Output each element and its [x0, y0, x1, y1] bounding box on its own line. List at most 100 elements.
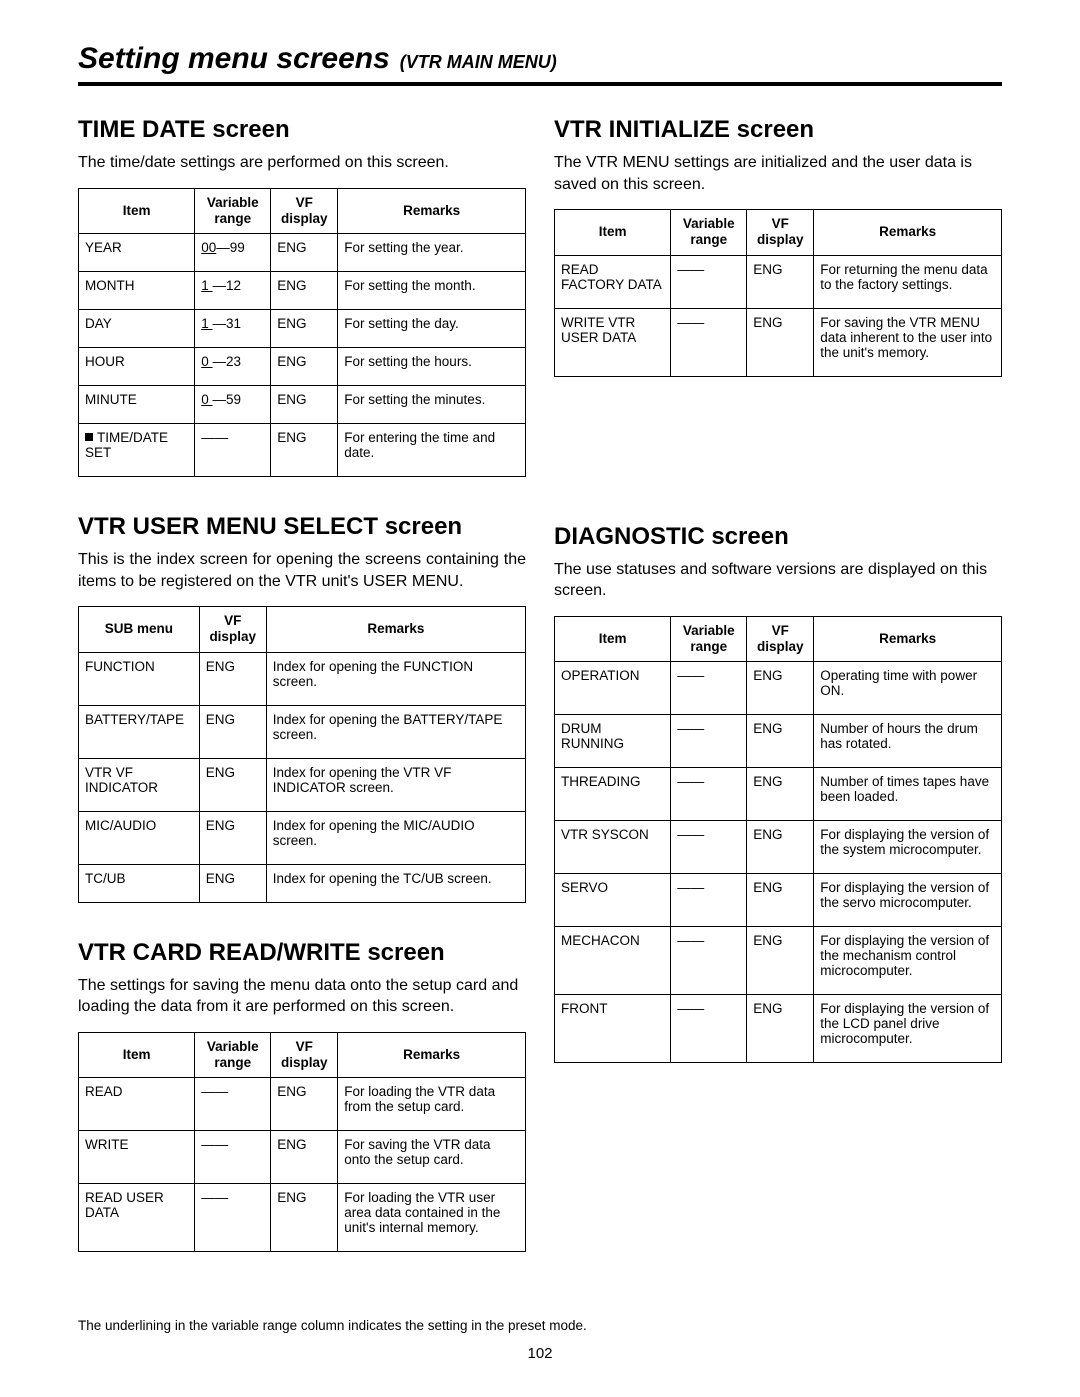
cell-item: TIME/DATE SET: [79, 423, 195, 476]
cell-vf: ENG: [271, 385, 338, 423]
th-range: Variablerange: [195, 188, 271, 233]
desc-diagnostic: The use statuses and software versions a…: [554, 559, 1002, 602]
cell-remarks: Index for opening the BATTERY/TAPE scree…: [266, 705, 525, 758]
tbody-time-date: YEAR00—99ENGFor setting the year.MONTH1 …: [79, 233, 526, 476]
cell-item: WRITE: [79, 1131, 195, 1184]
heading-card-rw: VTR CARD READ/WRITE screen: [78, 939, 526, 967]
cell-range: 1 —31: [195, 309, 271, 347]
table-diagnostic: Item Variablerange VFdisplay Remarks OPE…: [554, 616, 1002, 1063]
th-item: Item: [555, 616, 671, 661]
page-title: Setting menu screens: [78, 42, 390, 76]
left-column: TIME DATE screen The time/date settings …: [78, 116, 526, 1288]
table-time-date: Item Variablerange VFdisplay Remarks YEA…: [78, 188, 526, 477]
cell-range: ——: [671, 308, 747, 376]
cell-item: READ USER DATA: [79, 1184, 195, 1252]
cell-vf: ENG: [747, 768, 814, 821]
table-row: READ FACTORY DATA——ENGFor returning the …: [555, 255, 1002, 308]
heading-user-menu-select: VTR USER MENU SELECT screen: [78, 513, 526, 541]
table-row: DRUM RUNNING——ENGNumber of hours the dru…: [555, 715, 1002, 768]
cell-remarks: For displaying the version of the system…: [814, 821, 1002, 874]
cell-vf: ENG: [747, 308, 814, 376]
cell-vf: ENG: [271, 1078, 338, 1131]
cell-remarks: Index for opening the MIC/AUDIO screen.: [266, 811, 525, 864]
th-item: Item: [79, 1032, 195, 1077]
cell-vf: ENG: [199, 705, 266, 758]
cell-range: ——: [195, 1131, 271, 1184]
table-row: VTR SYSCON——ENGFor displaying the versio…: [555, 821, 1002, 874]
cell-remarks: For entering the time and date.: [338, 423, 526, 476]
cell-vf: ENG: [199, 758, 266, 811]
cell-submenu: MIC/AUDIO: [79, 811, 200, 864]
th-remarks: Remarks: [814, 210, 1002, 255]
cell-remarks: For loading the VTR data from the setup …: [338, 1078, 526, 1131]
cell-remarks: For saving the VTR data onto the setup c…: [338, 1131, 526, 1184]
cell-item: HOUR: [79, 347, 195, 385]
page-subtitle: (VTR MAIN MENU): [400, 52, 557, 73]
cell-range: 0 —59: [195, 385, 271, 423]
cell-vf: ENG: [271, 233, 338, 271]
th-item: Item: [79, 188, 195, 233]
cell-range: ——: [671, 768, 747, 821]
cell-range: ——: [671, 821, 747, 874]
cell-submenu: FUNCTION: [79, 652, 200, 705]
cell-vf: ENG: [199, 811, 266, 864]
heading-diagnostic: DIAGNOSTIC screen: [554, 523, 1002, 551]
section-diagnostic: DIAGNOSTIC screen The use statuses and s…: [554, 523, 1002, 1064]
cell-remarks: Number of hours the drum has rotated.: [814, 715, 1002, 768]
cell-vf: ENG: [747, 255, 814, 308]
th-remarks: Remarks: [266, 607, 525, 652]
desc-card-rw: The settings for saving the menu data on…: [78, 975, 526, 1018]
tbody-user-menu-select: FUNCTIONENGIndex for opening the FUNCTIO…: [79, 652, 526, 902]
cell-range: ——: [195, 423, 271, 476]
cell-vf: ENG: [747, 874, 814, 927]
cell-vf: ENG: [747, 821, 814, 874]
cell-item: MECHACON: [555, 927, 671, 995]
cell-remarks: Index for opening the TC/UB screen.: [266, 864, 525, 902]
cell-remarks: Index for opening the FUNCTION screen.: [266, 652, 525, 705]
table-row: WRITE VTR USER DATA——ENGFor saving the V…: [555, 308, 1002, 376]
cell-remarks: For saving the VTR MENU data inherent to…: [814, 308, 1002, 376]
cell-range: ——: [671, 715, 747, 768]
cell-vf: ENG: [271, 423, 338, 476]
th-remarks: Remarks: [814, 616, 1002, 661]
table-row: WRITE——ENGFor saving the VTR data onto t…: [79, 1131, 526, 1184]
cell-vf: ENG: [271, 271, 338, 309]
th-vf: VFdisplay: [271, 1032, 338, 1077]
cell-range: 1 —12: [195, 271, 271, 309]
cell-item: THREADING: [555, 768, 671, 821]
cell-remarks: Index for opening the VTR VF INDICATOR s…: [266, 758, 525, 811]
table-row: TIME/DATE SET——ENGFor entering the time …: [79, 423, 526, 476]
cell-vf: ENG: [747, 715, 814, 768]
tbody-diagnostic: OPERATION——ENGOperating time with power …: [555, 662, 1002, 1063]
right-column: VTR INITIALIZE screen The VTR MENU setti…: [554, 116, 1002, 1288]
table-row: BATTERY/TAPEENGIndex for opening the BAT…: [79, 705, 526, 758]
desc-user-menu-select: This is the index screen for opening the…: [78, 549, 526, 592]
th-item: Item: [555, 210, 671, 255]
th-range: Variablerange: [671, 616, 747, 661]
cell-vf: ENG: [199, 864, 266, 902]
cell-range: ——: [671, 927, 747, 995]
desc-vtr-initialize: The VTR MENU settings are initialized an…: [554, 152, 1002, 195]
table-row: DAY1 —31ENGFor setting the day.: [79, 309, 526, 347]
cell-vf: ENG: [271, 347, 338, 385]
cell-item: READ: [79, 1078, 195, 1131]
table-row: MECHACON——ENGFor displaying the version …: [555, 927, 1002, 995]
th-vf: VFdisplay: [199, 607, 266, 652]
th-vf: VFdisplay: [747, 616, 814, 661]
cell-range: 00—99: [195, 233, 271, 271]
cell-item: MONTH: [79, 271, 195, 309]
table-row: SERVO——ENGFor displaying the version of …: [555, 874, 1002, 927]
cell-range: ——: [671, 255, 747, 308]
cell-range: ——: [671, 995, 747, 1063]
heading-time-date: TIME DATE screen: [78, 116, 526, 144]
section-user-menu-select: VTR USER MENU SELECT screen This is the …: [78, 513, 526, 903]
cell-submenu: VTR VF INDICATOR: [79, 758, 200, 811]
table-row: OPERATION——ENGOperating time with power …: [555, 662, 1002, 715]
cell-item: VTR SYSCON: [555, 821, 671, 874]
cell-vf: ENG: [747, 927, 814, 995]
cell-item: YEAR: [79, 233, 195, 271]
section-time-date: TIME DATE screen The time/date settings …: [78, 116, 526, 477]
th-vf: VFdisplay: [747, 210, 814, 255]
cell-vf: ENG: [271, 1131, 338, 1184]
cell-item: OPERATION: [555, 662, 671, 715]
